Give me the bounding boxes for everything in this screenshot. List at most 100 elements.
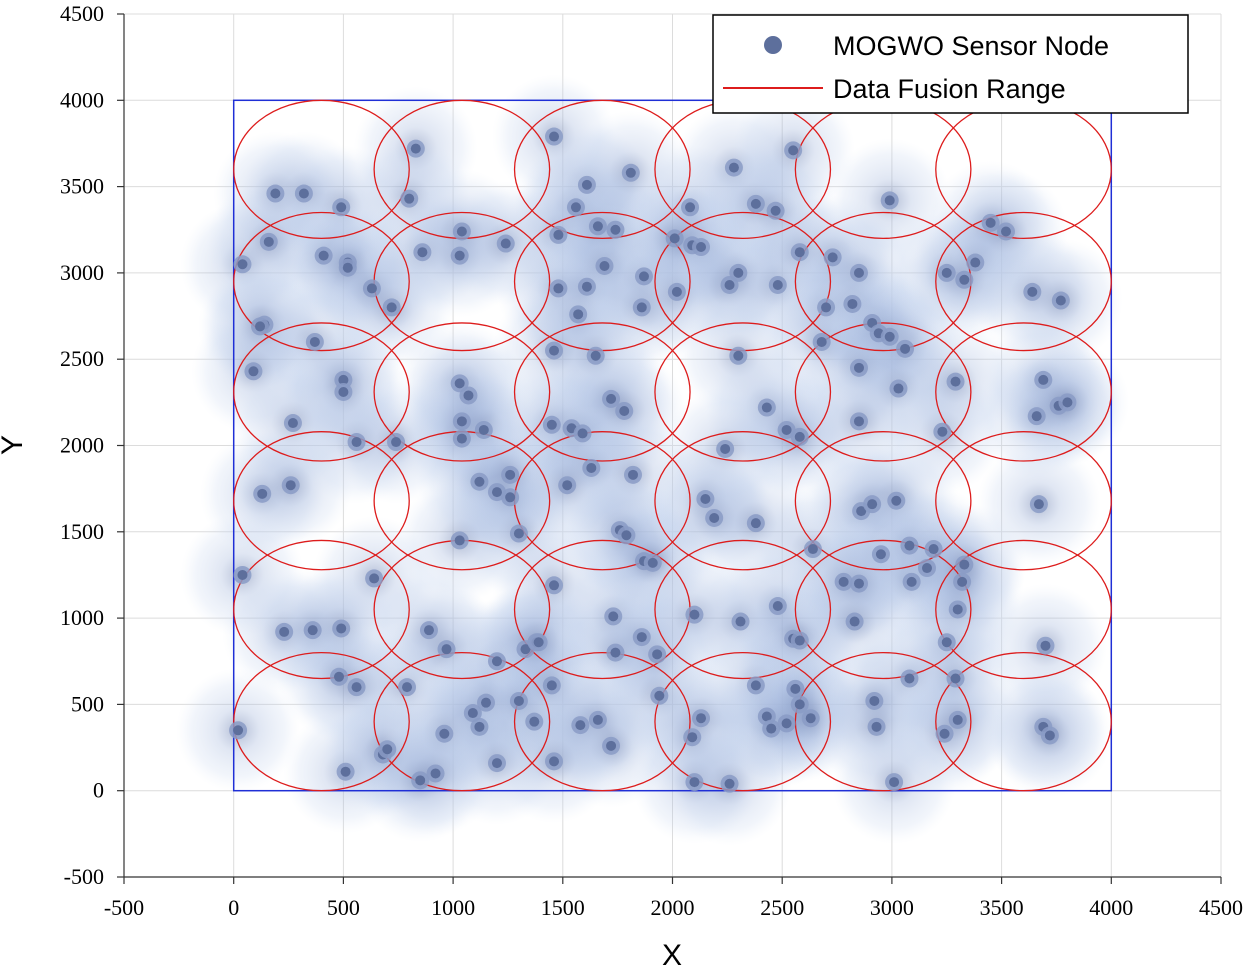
sensor-node [439,728,450,739]
sensor-node [318,250,329,261]
y-axis-title: Y [0,435,29,455]
sensor-node [689,609,700,620]
x-tick-label: 2000 [651,895,695,920]
sensor-node [237,259,248,270]
x-tick-label: 0 [228,895,239,920]
sensor-node [233,725,244,736]
sensor-node [761,711,772,722]
tick-labels: -500 0 500 1000 1500 2000 2500 3000 3500 4000 4500… [60,1,1243,920]
y-tick-label: 3000 [60,260,104,285]
fusion-range-circle [794,539,972,680]
fusion-range-circle [794,431,972,571]
sensor-node [794,635,805,646]
sensor-node [724,778,735,789]
sensor-node [1055,295,1066,306]
sensor-node [636,302,647,313]
sensor-node [338,374,349,385]
sensor-node [500,238,511,249]
sensor-node [761,402,772,413]
fusion-range-circle [373,651,551,792]
y-tick-label: 1000 [60,605,104,630]
sensor-node [794,699,805,710]
sensor-node [456,226,467,237]
x-tick-label: 500 [327,895,360,920]
sensor-node [592,221,603,232]
sensor-node [529,716,540,727]
sensor-node [941,267,952,278]
sensor-node [638,271,649,282]
sensor-node [505,492,516,503]
sensor-node [463,390,474,401]
sensor-node [904,540,915,551]
x-tick-label: -500 [104,895,144,920]
sensor-node [950,376,961,387]
sensor-node [454,250,465,261]
y-tick-label: 2500 [60,346,104,371]
sensor-node [625,167,636,178]
fusion-range-circle [935,651,1112,792]
sensor-node [336,202,347,213]
sensor-node [1031,411,1042,422]
sensor-node [386,302,397,313]
sensor-node [772,279,783,290]
sensor-node [869,695,880,706]
x-tick-label: 1000 [431,895,475,920]
y-tick-label: 2000 [60,433,104,458]
sensor-node [342,262,353,273]
sensor-node [590,350,601,361]
x-tick-label: 4000 [1089,895,1133,920]
sensor-node [562,480,573,491]
sensor-node [351,437,362,448]
sensor-node [821,302,832,313]
sensor-node [636,632,647,643]
sensor-node [546,680,557,691]
sensor-node [467,708,478,719]
region-boundary [232,99,1113,792]
sensor-node [794,431,805,442]
sensor-node [520,644,531,655]
sensor-node [772,601,783,612]
fusion-range-circle [233,651,410,792]
sensor-node [402,682,413,693]
sensor-node [928,544,939,555]
sensor-node [391,437,402,448]
fusion-range-circle [935,431,1112,571]
sensor-node [533,637,544,648]
sensor-node [696,713,707,724]
sensor-node [255,321,266,332]
sensor-node [553,283,564,294]
sensor-node [952,714,963,725]
sensor-nodes [229,127,1077,793]
sensor-node [669,233,680,244]
sensor-node [847,298,858,309]
sensor-node [382,744,393,755]
sensor-node [287,418,298,429]
sensor-node [867,499,878,510]
sensor-node [257,488,268,499]
sensor-node [849,616,860,627]
sensor-node [853,578,864,589]
sensor-node [685,202,696,213]
sensor-node [853,267,864,278]
y-tick-label: 4500 [60,1,104,26]
sensor-node [900,343,911,354]
sensor-node [478,424,489,435]
y-tick-label: 3500 [60,174,104,199]
sensor-node [549,131,560,142]
legend-range-label: Data Fusion Range [833,74,1066,104]
fusion-range-circle [233,211,410,352]
sensor-node [417,247,428,258]
fusion-range-circle [654,431,832,571]
sensor-node [549,580,560,591]
sensor-node [875,549,886,560]
sensor-node [720,443,731,454]
sensor-node [415,775,426,786]
sensor-node [592,714,603,725]
sensor-node [750,518,761,529]
y-tick-label: -500 [64,864,104,889]
sensor-node [505,469,516,480]
sensor-node [581,179,592,190]
sensor-node [827,252,838,263]
sensor-node [351,682,362,693]
